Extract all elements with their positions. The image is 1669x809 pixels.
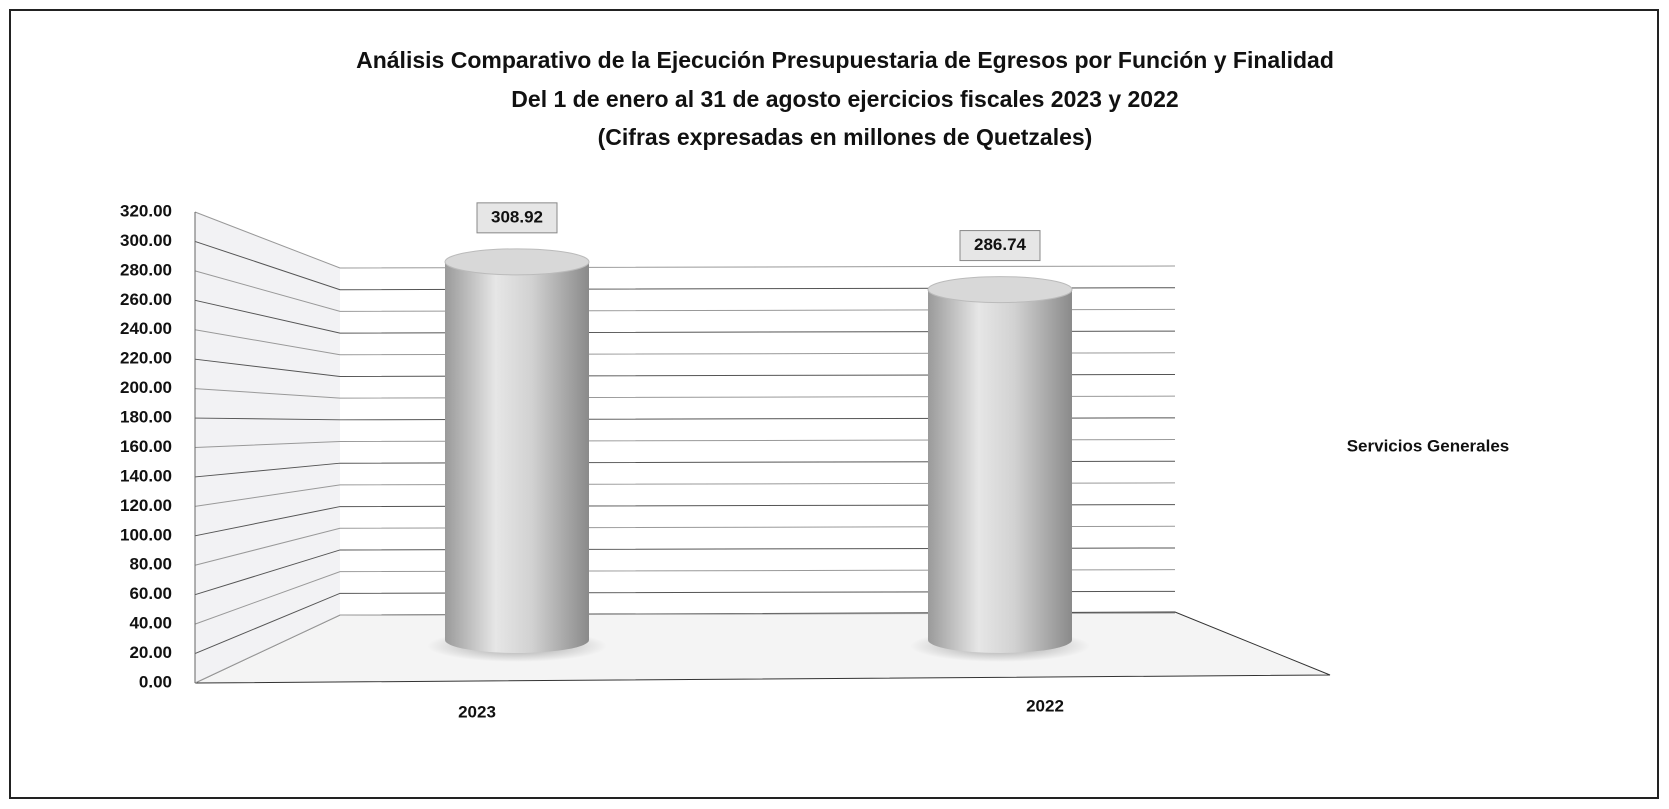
grid-line: [194, 299, 1176, 334]
grid-line: [194, 504, 1176, 537]
legend-label: Servicios Generales: [1347, 436, 1510, 455]
grid-line: [194, 417, 1176, 421]
y-tick-label: 260.00: [120, 290, 172, 309]
grid-line: [194, 270, 1176, 312]
bar-top: [444, 248, 590, 276]
frame: [9, 9, 1659, 799]
grid-line: [194, 460, 1176, 478]
grid-line: [194, 358, 1176, 377]
grid-line: [194, 211, 1176, 269]
grid-line: [194, 547, 1176, 596]
grid-line: [194, 329, 1176, 356]
grid-line: [194, 482, 1176, 507]
grid-line: [194, 388, 1176, 399]
side-wall: [195, 212, 340, 683]
data-label: 286.74: [974, 235, 1027, 254]
y-tick-label: 20.00: [129, 643, 172, 662]
data-label: 308.92: [491, 207, 543, 226]
grid-line: [194, 612, 1176, 684]
y-tick-label: 320.00: [120, 201, 172, 220]
y-tick-label: 120.00: [120, 496, 172, 515]
y-tick-label: 40.00: [129, 614, 172, 633]
y-tick-label: 60.00: [129, 584, 172, 603]
grid-line: [194, 525, 1176, 566]
chart-note: (Cifras expresadas en millones de Quetza…: [598, 124, 1093, 150]
floor: [194, 611, 1331, 684]
y-tick-label: 300.00: [120, 231, 172, 250]
y-tick-label: 200.00: [120, 378, 172, 397]
grid-line: [194, 240, 1176, 291]
grid-line: [194, 590, 1176, 655]
y-tick-label: 240.00: [120, 319, 172, 338]
y-tick-label: 220.00: [120, 349, 172, 368]
x-tick-label: 2022: [1026, 696, 1064, 715]
y-tick-label: 100.00: [120, 525, 172, 544]
y-tick-label: 80.00: [129, 555, 172, 574]
y-tick-label: 160.00: [120, 437, 172, 456]
bar: [445, 261, 589, 653]
grid-line: [194, 439, 1176, 448]
bar-top: [927, 276, 1073, 304]
grid-line: [194, 569, 1176, 625]
y-tick-label: 280.00: [120, 260, 172, 279]
data-label-box: [476, 202, 558, 234]
y-tick-label: 180.00: [120, 408, 172, 427]
x-tick-label: 2023: [458, 702, 496, 721]
chart-subtitle: Del 1 de enero al 31 de agosto ejercicio…: [511, 86, 1178, 112]
bar: [928, 289, 1072, 653]
data-label-box: [959, 230, 1041, 262]
chart-title: Análisis Comparativo de la Ejecución Pre…: [356, 47, 1334, 73]
y-tick-label: 0.00: [139, 672, 172, 691]
y-tick-label: 140.00: [120, 466, 172, 485]
